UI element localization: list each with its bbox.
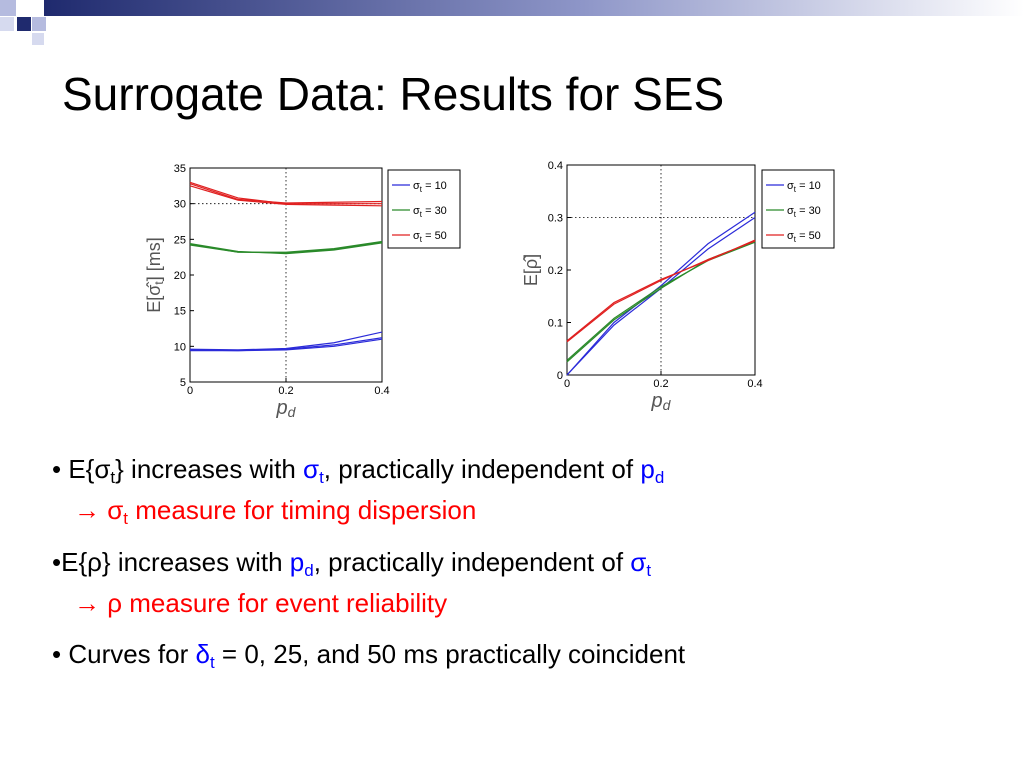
subscript: t <box>646 561 652 580</box>
right-chart-legend-label: σt = 30 <box>787 205 821 219</box>
left-chart-series-line <box>190 338 383 352</box>
bullet-text: = 0, 25, and 50 ms practically coinciden… <box>214 638 686 669</box>
right-chart-ytick-label: 0.3 <box>548 213 563 225</box>
decorative-header-squares <box>0 0 1024 45</box>
subscript: t <box>110 468 116 487</box>
slide-title: Surrogate Data: Results for SES <box>62 68 725 120</box>
left-chart-ytick-label: 15 <box>174 306 186 318</box>
bullet-text: • E{σ <box>52 454 111 484</box>
symbol: δ <box>195 638 210 669</box>
symbol: p <box>289 547 305 577</box>
highlight-sigma: σt <box>303 454 324 487</box>
left-chart-series-line <box>189 183 383 204</box>
chart-sigma-estimate: 0 0.2 0.4 5 10 15 20 25 30 35 pd E[σ̂t] [ms] σt = 10… <box>130 150 470 430</box>
left-chart-xtick-label: 0 <box>187 385 193 397</box>
subscript: t <box>209 652 215 672</box>
left-chart-ylabel: E[σ̂t] [ms] <box>144 237 166 312</box>
subscript: t <box>123 508 129 528</box>
left-chart-series-line <box>189 331 383 351</box>
left-chart-ytick-label: 10 <box>174 341 186 353</box>
right-chart-series-line <box>566 211 756 376</box>
right-chart-xtick-label: 0.4 <box>747 378 762 390</box>
left-chart-series-line <box>189 185 383 207</box>
left-chart-xtick-label: 0.4 <box>374 385 389 397</box>
left-chart-legend-label: σt = 10 <box>413 180 447 194</box>
left-chart-ytick-label: 35 <box>174 163 186 175</box>
left-chart-ytick-label: 5 <box>180 377 186 389</box>
left-chart-xlabel: pd <box>276 397 297 420</box>
right-chart-ytick-label: 0.4 <box>548 160 563 172</box>
bullet-rho: •E{ρ} increases with pd, practically ind… <box>52 543 1012 623</box>
right-chart-ytick-label: 0.2 <box>548 265 563 277</box>
deco-square-light <box>32 33 44 45</box>
bullet-text: •E{ρ} increases with <box>52 547 290 577</box>
header-gradient-bar <box>44 0 1024 16</box>
deco-square-lavender-2 <box>0 17 14 31</box>
highlight-delta: δt <box>195 638 215 672</box>
left-chart-ytick-label: 20 <box>174 270 186 282</box>
bullet-delta-line1: • Curves for δt = 0, 25, and 50 ms pract… <box>52 635 1012 676</box>
left-chart-legend-label: σt = 30 <box>413 205 447 219</box>
bullet-rho-conclusion: → ρ measure for event reliability <box>74 587 448 618</box>
symbol: σ <box>303 454 320 484</box>
left-chart-series-line <box>189 181 382 205</box>
right-chart-ylabel: E[ρ̂] <box>521 254 541 286</box>
chart-rho-estimate: 0 0.2 0.4 0 0.1 0.2 0.3 0.4 pd E[ρ̂] σt = 10 σt = 3… <box>500 150 840 430</box>
right-chart-ytick-label: 0 <box>557 370 563 382</box>
bullet-text: } increases with <box>115 454 304 484</box>
subscript: t <box>319 468 324 487</box>
right-chart-legend-label: σt = 10 <box>787 180 821 194</box>
highlight-pd: pd <box>289 547 314 580</box>
bullet-list: • E{σt} increases with σt, practically i… <box>52 450 1012 687</box>
symbol: σ <box>630 547 647 577</box>
bullet-text: , practically independent of <box>313 547 631 577</box>
symbol: p <box>640 454 655 484</box>
left-chart-ytick-label: 25 <box>174 234 186 246</box>
bullet-sigma-line1: • E{σt} increases with σt, practically i… <box>52 450 1012 491</box>
chart-rho-estimate-svg: 0 0.2 0.4 0 0.1 0.2 0.3 0.4 pd E[ρ̂] σt = 10 σt = 3… <box>521 160 835 413</box>
highlight-sigma: σt <box>630 547 652 580</box>
bullet-sigma: • E{σt} increases with σt, practically i… <box>52 450 1012 531</box>
bullet-delta: • Curves for δt = 0, 25, and 50 ms pract… <box>52 635 1012 676</box>
deco-square-lavender-4 <box>17 0 31 14</box>
left-chart-series-line <box>189 242 383 255</box>
chart-sigma-estimate-svg: 0 0.2 0.4 5 10 15 20 25 30 35 pd E[σ̂t] [ms] σt = 10… <box>144 163 461 420</box>
right-chart-ytick-label: 0.1 <box>548 318 563 330</box>
left-chart-legend-label: σt = 50 <box>413 230 447 244</box>
right-chart-series-line <box>566 241 756 361</box>
highlight-pd: pd <box>640 454 665 487</box>
right-chart-series-line <box>566 239 756 342</box>
conclusion-text: measure for timing dispersion <box>128 494 477 525</box>
right-chart-legend-label: σt = 50 <box>787 230 821 244</box>
conclusion-text: → σ <box>74 494 124 525</box>
subscript: d <box>304 561 314 580</box>
bullet-text: • Curves for <box>52 638 196 669</box>
bullet-rho-line1: •E{ρ} increases with pd, practically ind… <box>52 543 1012 584</box>
deco-square-navy <box>17 17 31 31</box>
right-chart-xlabel: pd <box>651 390 672 413</box>
subscript: d <box>654 468 665 487</box>
deco-square-lavender <box>0 0 16 16</box>
bullet-sigma-conclusion: → σt measure for timing dispersion <box>52 491 1012 532</box>
left-chart-ytick-label: 30 <box>174 199 186 211</box>
bullet-text: , practically independent of <box>323 454 641 484</box>
deco-square-lavender-3 <box>32 17 46 31</box>
left-chart-xtick-label: 0.2 <box>278 385 293 397</box>
right-chart-xtick-label: 0.2 <box>653 378 668 390</box>
right-chart-xtick-label: 0 <box>564 378 570 390</box>
left-chart-series-line <box>189 240 383 253</box>
